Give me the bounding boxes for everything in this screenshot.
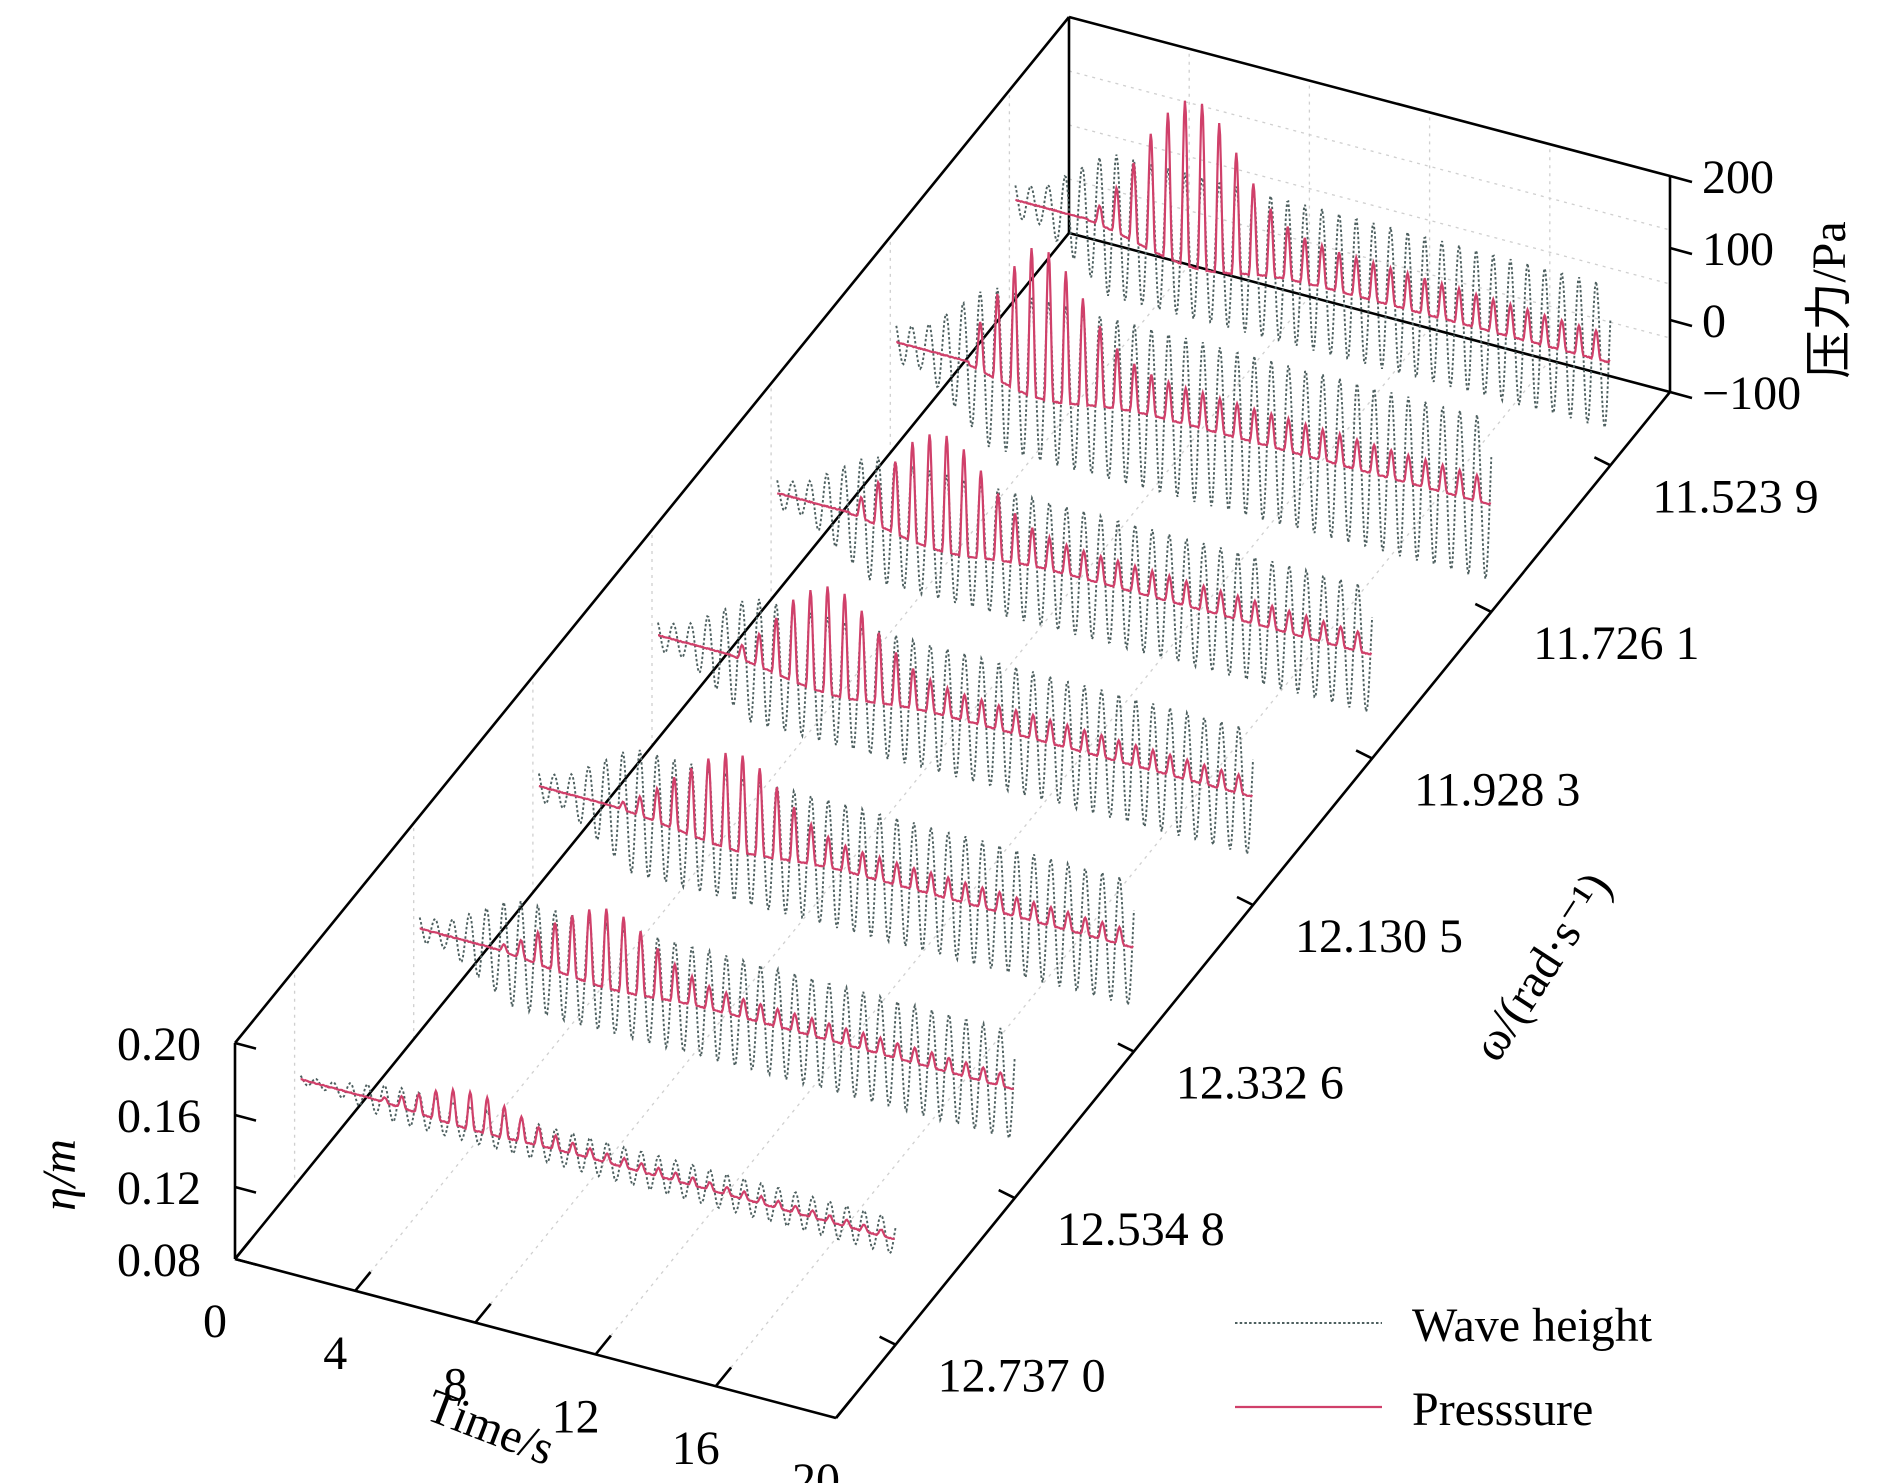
pressure-line (300, 1078, 895, 1241)
wave-height-line (537, 749, 1135, 1006)
right-tick (1669, 246, 1693, 256)
series-group (776, 434, 1374, 712)
label-layer: Time/s η/m 压力/Pa ω/(rad·s⁻¹) (33, 221, 1856, 1476)
omega-tick-label: 11.726 1 (1533, 617, 1699, 670)
left-tick-label: 0.08 (117, 1234, 201, 1287)
left-tick-label: 0.16 (117, 1090, 201, 1143)
pressure-line (776, 434, 1373, 656)
left-axis-label: η/m (33, 1139, 86, 1211)
omega-tick-label: 11.928 3 (1414, 763, 1580, 816)
omega-tick (1474, 602, 1492, 614)
frame-edge (233, 16, 1071, 1044)
x-axis-label: Time/s (420, 1379, 562, 1476)
x-tick-label: 4 (323, 1327, 347, 1380)
x-tick (474, 1302, 492, 1324)
x-tick (233, 1239, 252, 1260)
left-tick (234, 1113, 257, 1122)
omega-tick-label: 12.737 0 (938, 1350, 1106, 1403)
omega-tick-label: 12.534 8 (1057, 1203, 1225, 1256)
series-layer (299, 100, 1612, 1255)
pressure-line (658, 586, 1254, 798)
series-group (1014, 100, 1612, 428)
right-axis-label: 压力/Pa (1803, 221, 1856, 378)
series-group (299, 1075, 897, 1255)
pressure-line (419, 908, 1015, 1091)
grid-line (1068, 124, 1671, 285)
right-tick-label: 100 (1702, 223, 1774, 276)
right-tick (1669, 174, 1693, 184)
series-group (537, 749, 1135, 1006)
x-tick-label: 0 (203, 1295, 227, 1348)
legend-wave-label: Wave height (1412, 1299, 1653, 1352)
omega-tick (1593, 456, 1611, 467)
series-group (418, 898, 1016, 1142)
wave-height-line (657, 598, 1254, 855)
pressure-line (896, 248, 1492, 506)
omega-tick (879, 1335, 897, 1346)
x-tick-label: 16 (672, 1422, 720, 1475)
frame-edge (233, 232, 1071, 1260)
wave-height-line (299, 1075, 897, 1255)
wave-height-line (418, 898, 1016, 1142)
grid-line (1068, 178, 1671, 339)
right-tick-label: 200 (1702, 151, 1774, 204)
pressure-line (538, 752, 1134, 949)
frame-layer (233, 15, 1672, 1420)
omega-axis-label: ω/(rad·s⁻¹) (1462, 863, 1622, 1070)
left-tick-label: 0.12 (117, 1162, 201, 1215)
left-tick-label: 0.20 (117, 1018, 201, 1071)
wave-height-line (1014, 154, 1612, 428)
x-tick (834, 1398, 853, 1419)
x-tick (594, 1334, 612, 1356)
grid-line (1068, 70, 1671, 231)
omega-tick-label: 12.130 5 (1295, 910, 1463, 963)
legend-pressure-label: Presssure (1412, 1383, 1593, 1436)
right-tick (1669, 390, 1693, 400)
x-tick (354, 1271, 372, 1292)
frame-edge (234, 1257, 837, 1420)
left-tick (234, 1257, 257, 1266)
legend: Wave height Presssure (1235, 1299, 1653, 1436)
omega-tick (1355, 749, 1373, 760)
x-tick (714, 1366, 733, 1388)
tick-layer: 0 4 8 12 16 20 0.08 0.12 0.16 0.20 −100 0 100 200 11.5… (117, 151, 1819, 1483)
wave-height-line (776, 456, 1374, 712)
pressure-line (1015, 100, 1611, 364)
left-tick (234, 1041, 257, 1050)
omega-tick (1236, 895, 1254, 907)
x-tick-label: 20 (792, 1454, 840, 1483)
omega-tick (1117, 1042, 1135, 1053)
omega-tick-label: 11.523 9 (1652, 470, 1818, 523)
right-tick-label: 0 (1702, 295, 1726, 348)
series-group (657, 586, 1254, 855)
frame-edge (1068, 15, 1671, 178)
x-tick-label: 8 (443, 1359, 467, 1412)
series-group (895, 248, 1493, 579)
right-tick-label: −100 (1702, 367, 1801, 420)
frame-edge (1068, 231, 1671, 394)
x-tick-label: 12 (552, 1390, 600, 1443)
omega-tick (998, 1188, 1016, 1200)
omega-tick-label: 12.332 6 (1176, 1057, 1344, 1110)
left-tick (234, 1185, 257, 1194)
right-tick (1669, 318, 1693, 328)
